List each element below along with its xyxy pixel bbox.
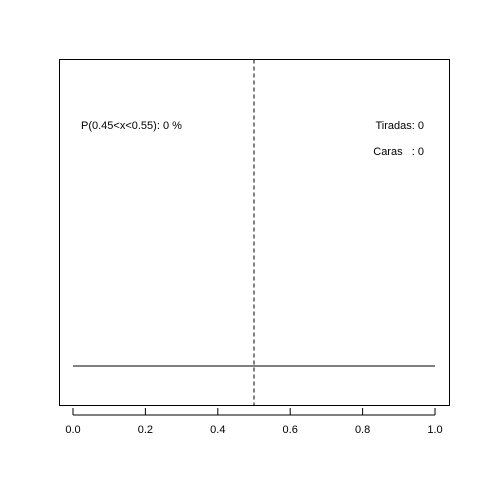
tiradas-label: Tiradas: 0 xyxy=(375,120,424,132)
probability-label: P(0.45<x<0.55): 0 % xyxy=(81,120,182,132)
x-tick-label-4: 0.8 xyxy=(355,424,370,436)
x-tick-label-0: 0.0 xyxy=(65,424,80,436)
x-tick-label-2: 0.4 xyxy=(210,424,225,436)
x-axis: 0.0 0.2 0.4 0.6 0.8 1.0 xyxy=(65,408,443,436)
x-tick-label-1: 0.2 xyxy=(138,424,153,436)
x-tick-label-5: 1.0 xyxy=(427,424,442,436)
caras-label: Caras : 0 xyxy=(373,146,424,158)
x-tick-label-3: 0.6 xyxy=(283,424,298,436)
